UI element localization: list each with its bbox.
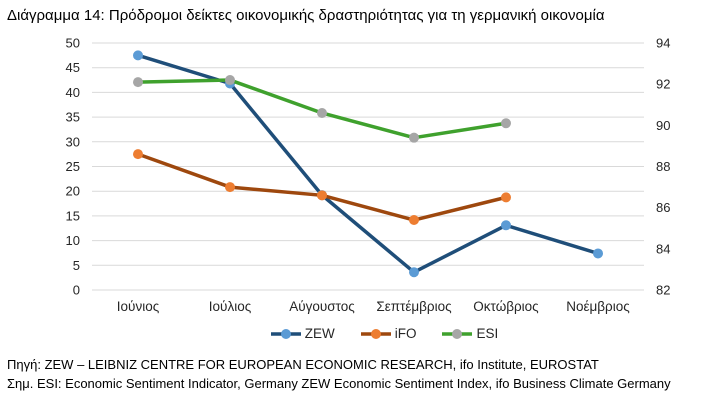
legend-label: ESI [476, 326, 499, 341]
x-axis-label: Οκτώβριος [473, 299, 539, 314]
legend-label: iFO [394, 326, 417, 341]
left-axis-tick: 15 [66, 208, 80, 223]
x-axis-label: Ιούνιος [117, 299, 160, 314]
x-axis-label: Ιούλιος [209, 299, 252, 314]
x-axis-label: Αύγουστος [289, 299, 355, 314]
x-axis-label: Σεπτέμβριος [376, 299, 452, 314]
data-point-zew [593, 248, 603, 259]
data-point-ifo [225, 182, 235, 193]
right-axis-tick: 90 [656, 118, 670, 133]
data-point-esi [225, 75, 235, 86]
right-axis-tick: 94 [656, 36, 670, 51]
right-axis-tick: 86 [656, 200, 670, 215]
right-axis-tick: 88 [656, 159, 670, 174]
data-point-zew [501, 220, 511, 231]
definition-note: Σημ. ESI: Economic Sentiment Indicator, … [7, 376, 671, 391]
legend-marker-ifo-icon [360, 328, 391, 339]
data-point-zew [409, 267, 419, 278]
series-line-ifo [136, 152, 508, 222]
left-axis-tick: 0 [73, 283, 80, 298]
right-axis-tick: 82 [656, 283, 670, 298]
x-axis-label: Νοέμβριος [566, 299, 630, 314]
legend-marker-zew-icon [270, 328, 301, 339]
data-point-esi [409, 132, 419, 143]
data-point-ifo [317, 190, 327, 201]
data-point-ifo [409, 215, 419, 226]
source-note: Πηγή: ZEW – LEIBNIZ CENTRE FOR EUROPEAN … [7, 357, 599, 372]
series-line-zew [136, 53, 600, 274]
chart-legend: ZEW iFO ESI [0, 326, 721, 341]
data-point-esi [133, 77, 143, 88]
right-axis-tick: 92 [656, 77, 670, 92]
left-axis-tick: 40 [66, 85, 80, 100]
data-point-ifo [501, 192, 511, 203]
left-axis-tick: 25 [66, 159, 80, 174]
left-axis-tick: 50 [66, 36, 80, 51]
legend-item-ifo: iFO [360, 326, 417, 341]
chart-svg: 0 5 10 15 20 25 30 35 40 45 50 82 84 86 88 90 92 94 Ιούνιο… [66, 36, 671, 315]
left-axis-tick: 30 [66, 134, 80, 149]
data-point-zew [133, 50, 143, 61]
data-point-esi [317, 107, 327, 118]
left-axis-tick: 5 [73, 258, 80, 273]
data-point-ifo [133, 149, 143, 160]
left-axis-tick: 35 [66, 110, 80, 125]
legend-marker-esi-icon [442, 328, 473, 339]
chart-title: Διάγραμμα 14: Πρόδρομοι δείκτες οικονομι… [7, 7, 605, 24]
left-axis-tick: 45 [66, 60, 80, 75]
left-axis-tick: 20 [66, 184, 80, 199]
legend-label: ZEW [304, 326, 335, 341]
data-point-esi [501, 118, 511, 129]
legend-item-zew: ZEW [270, 326, 335, 341]
right-axis-tick: 84 [656, 241, 670, 256]
left-axis-tick: 10 [66, 233, 80, 248]
legend-item-esi: ESI [442, 326, 498, 341]
